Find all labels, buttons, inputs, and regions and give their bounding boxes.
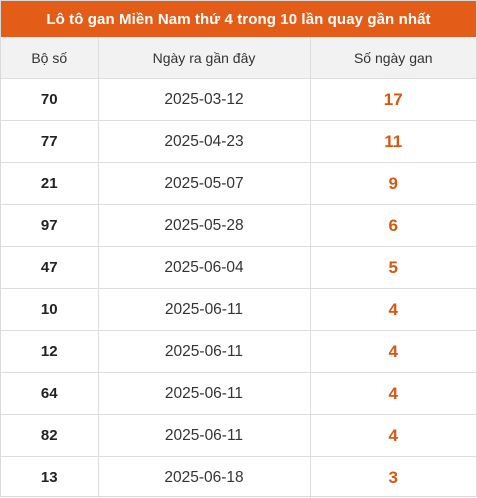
row-days: 11 — [310, 121, 476, 163]
row-days: 3 — [310, 457, 476, 498]
row-days: 4 — [310, 289, 476, 331]
table-row: 13 2025-06-18 3 — [1, 457, 476, 498]
row-days: 4 — [310, 415, 476, 457]
table-header-row: Bộ số Ngày ra gần đây Số ngày gan — [1, 37, 476, 79]
row-date: 2025-05-28 — [98, 205, 310, 247]
gan-table: Bộ số Ngày ra gần đây Số ngày gan 70 202… — [1, 37, 476, 498]
column-header-days: Số ngày gan — [310, 37, 476, 79]
row-date: 2025-06-04 — [98, 247, 310, 289]
table-row: 64 2025-06-11 4 — [1, 373, 476, 415]
table-row: 10 2025-06-11 4 — [1, 289, 476, 331]
row-days: 6 — [310, 205, 476, 247]
row-date: 2025-06-11 — [98, 331, 310, 373]
row-date: 2025-04-23 — [98, 121, 310, 163]
table-row: 47 2025-06-04 5 — [1, 247, 476, 289]
row-number: 64 — [1, 373, 98, 415]
row-date: 2025-06-11 — [98, 415, 310, 457]
row-number: 47 — [1, 247, 98, 289]
table-row: 82 2025-06-11 4 — [1, 415, 476, 457]
row-number: 82 — [1, 415, 98, 457]
table-row: 77 2025-04-23 11 — [1, 121, 476, 163]
row-number: 13 — [1, 457, 98, 498]
row-number: 12 — [1, 331, 98, 373]
widget-title: Lô tô gan Miền Nam thứ 4 trong 10 lần qu… — [1, 1, 476, 37]
row-days: 5 — [310, 247, 476, 289]
row-date: 2025-06-11 — [98, 289, 310, 331]
row-number: 70 — [1, 79, 98, 121]
column-header-date: Ngày ra gần đây — [98, 37, 310, 79]
row-date: 2025-05-07 — [98, 163, 310, 205]
row-days: 4 — [310, 331, 476, 373]
column-header-number: Bộ số — [1, 37, 98, 79]
row-days: 4 — [310, 373, 476, 415]
row-number: 21 — [1, 163, 98, 205]
row-days: 17 — [310, 79, 476, 121]
row-date: 2025-06-18 — [98, 457, 310, 498]
row-number: 10 — [1, 289, 98, 331]
table-row: 12 2025-06-11 4 — [1, 331, 476, 373]
row-date: 2025-03-12 — [98, 79, 310, 121]
row-date: 2025-06-11 — [98, 373, 310, 415]
row-number: 97 — [1, 205, 98, 247]
row-days: 9 — [310, 163, 476, 205]
table-row: 70 2025-03-12 17 — [1, 79, 476, 121]
table-row: 97 2025-05-28 6 — [1, 205, 476, 247]
table-row: 21 2025-05-07 9 — [1, 163, 476, 205]
row-number: 77 — [1, 121, 98, 163]
